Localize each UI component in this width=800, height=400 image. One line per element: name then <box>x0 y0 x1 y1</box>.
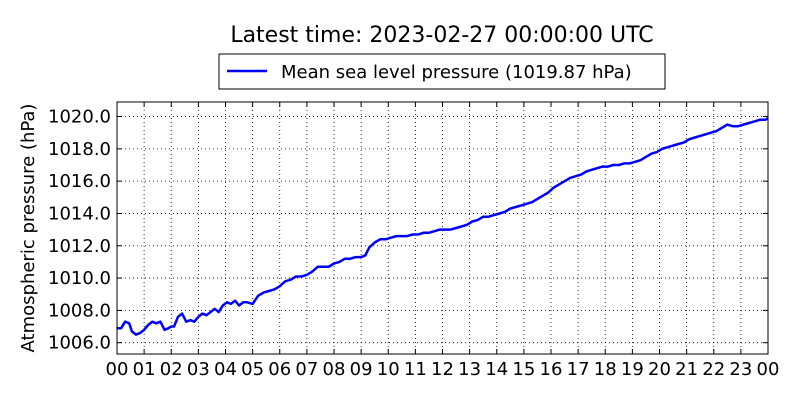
x-tick-label: 15 <box>512 359 535 380</box>
y-tick-label: 1008.0 <box>48 300 111 321</box>
y-axis-label: Atmospheric pressure (hPa) <box>18 104 39 353</box>
y-tick-label: 1012.0 <box>48 236 111 257</box>
legend-box <box>218 53 666 90</box>
x-tick-label: 07 <box>295 359 318 380</box>
grid <box>117 102 768 354</box>
y-tick-label: 1016.0 <box>48 171 111 192</box>
x-tick-label: 11 <box>404 359 427 380</box>
x-tick-label: 04 <box>214 359 237 380</box>
y-tick-label: 1020.0 <box>48 107 111 128</box>
y-tick-label: 1010.0 <box>48 268 111 289</box>
y-tick-label: 1018.0 <box>48 139 111 160</box>
y-tick-labels: 1006.0 1008.0 1010.0 1012.0 1014.0 1016.0 1018… <box>48 107 111 354</box>
x-tick-label: 08 <box>323 359 346 380</box>
x-tick-label: 00 <box>106 359 129 380</box>
x-tick-label: 12 <box>431 359 454 380</box>
x-tick-label: 19 <box>621 359 644 380</box>
x-tick-label: 13 <box>458 359 481 380</box>
x-tick-label: 03 <box>187 359 210 380</box>
x-tick-label: 09 <box>350 359 373 380</box>
plot-frame <box>116 101 769 355</box>
y-tick-label: 1014.0 <box>48 203 111 224</box>
x-tick-label: 14 <box>485 359 508 380</box>
x-tick-label: 23 <box>729 359 752 380</box>
x-tick-label: 02 <box>160 359 183 380</box>
axis-ticks <box>116 102 769 354</box>
x-tick-label: 18 <box>594 359 617 380</box>
legend: Mean sea level pressure (1019.87 hPa) <box>218 53 666 90</box>
x-tick-label: 05 <box>241 359 264 380</box>
x-tick-label: 01 <box>133 359 156 380</box>
x-tick-label: 22 <box>702 359 725 380</box>
x-tick-label: 10 <box>377 359 400 380</box>
x-tick-label: 20 <box>648 359 671 380</box>
x-tick-label: 06 <box>268 359 291 380</box>
series-line-mslp <box>117 117 769 336</box>
x-tick-label: 21 <box>675 359 698 380</box>
x-tick-label: 16 <box>540 359 563 380</box>
chart-title: Latest time: 2023-02-27 00:00:00 UTC <box>230 23 653 48</box>
x-tick-label: 00 <box>757 359 780 380</box>
x-tick-label: 17 <box>567 359 590 380</box>
legend-label: Mean sea level pressure (1019.87 hPa) <box>281 62 632 83</box>
y-tick-label: 1006.0 <box>48 333 111 354</box>
x-tick-labels: 00 01 02 03 04 05 06 07 08 09 10 11 12 13 14 15 16 17 18 19… <box>106 359 780 380</box>
